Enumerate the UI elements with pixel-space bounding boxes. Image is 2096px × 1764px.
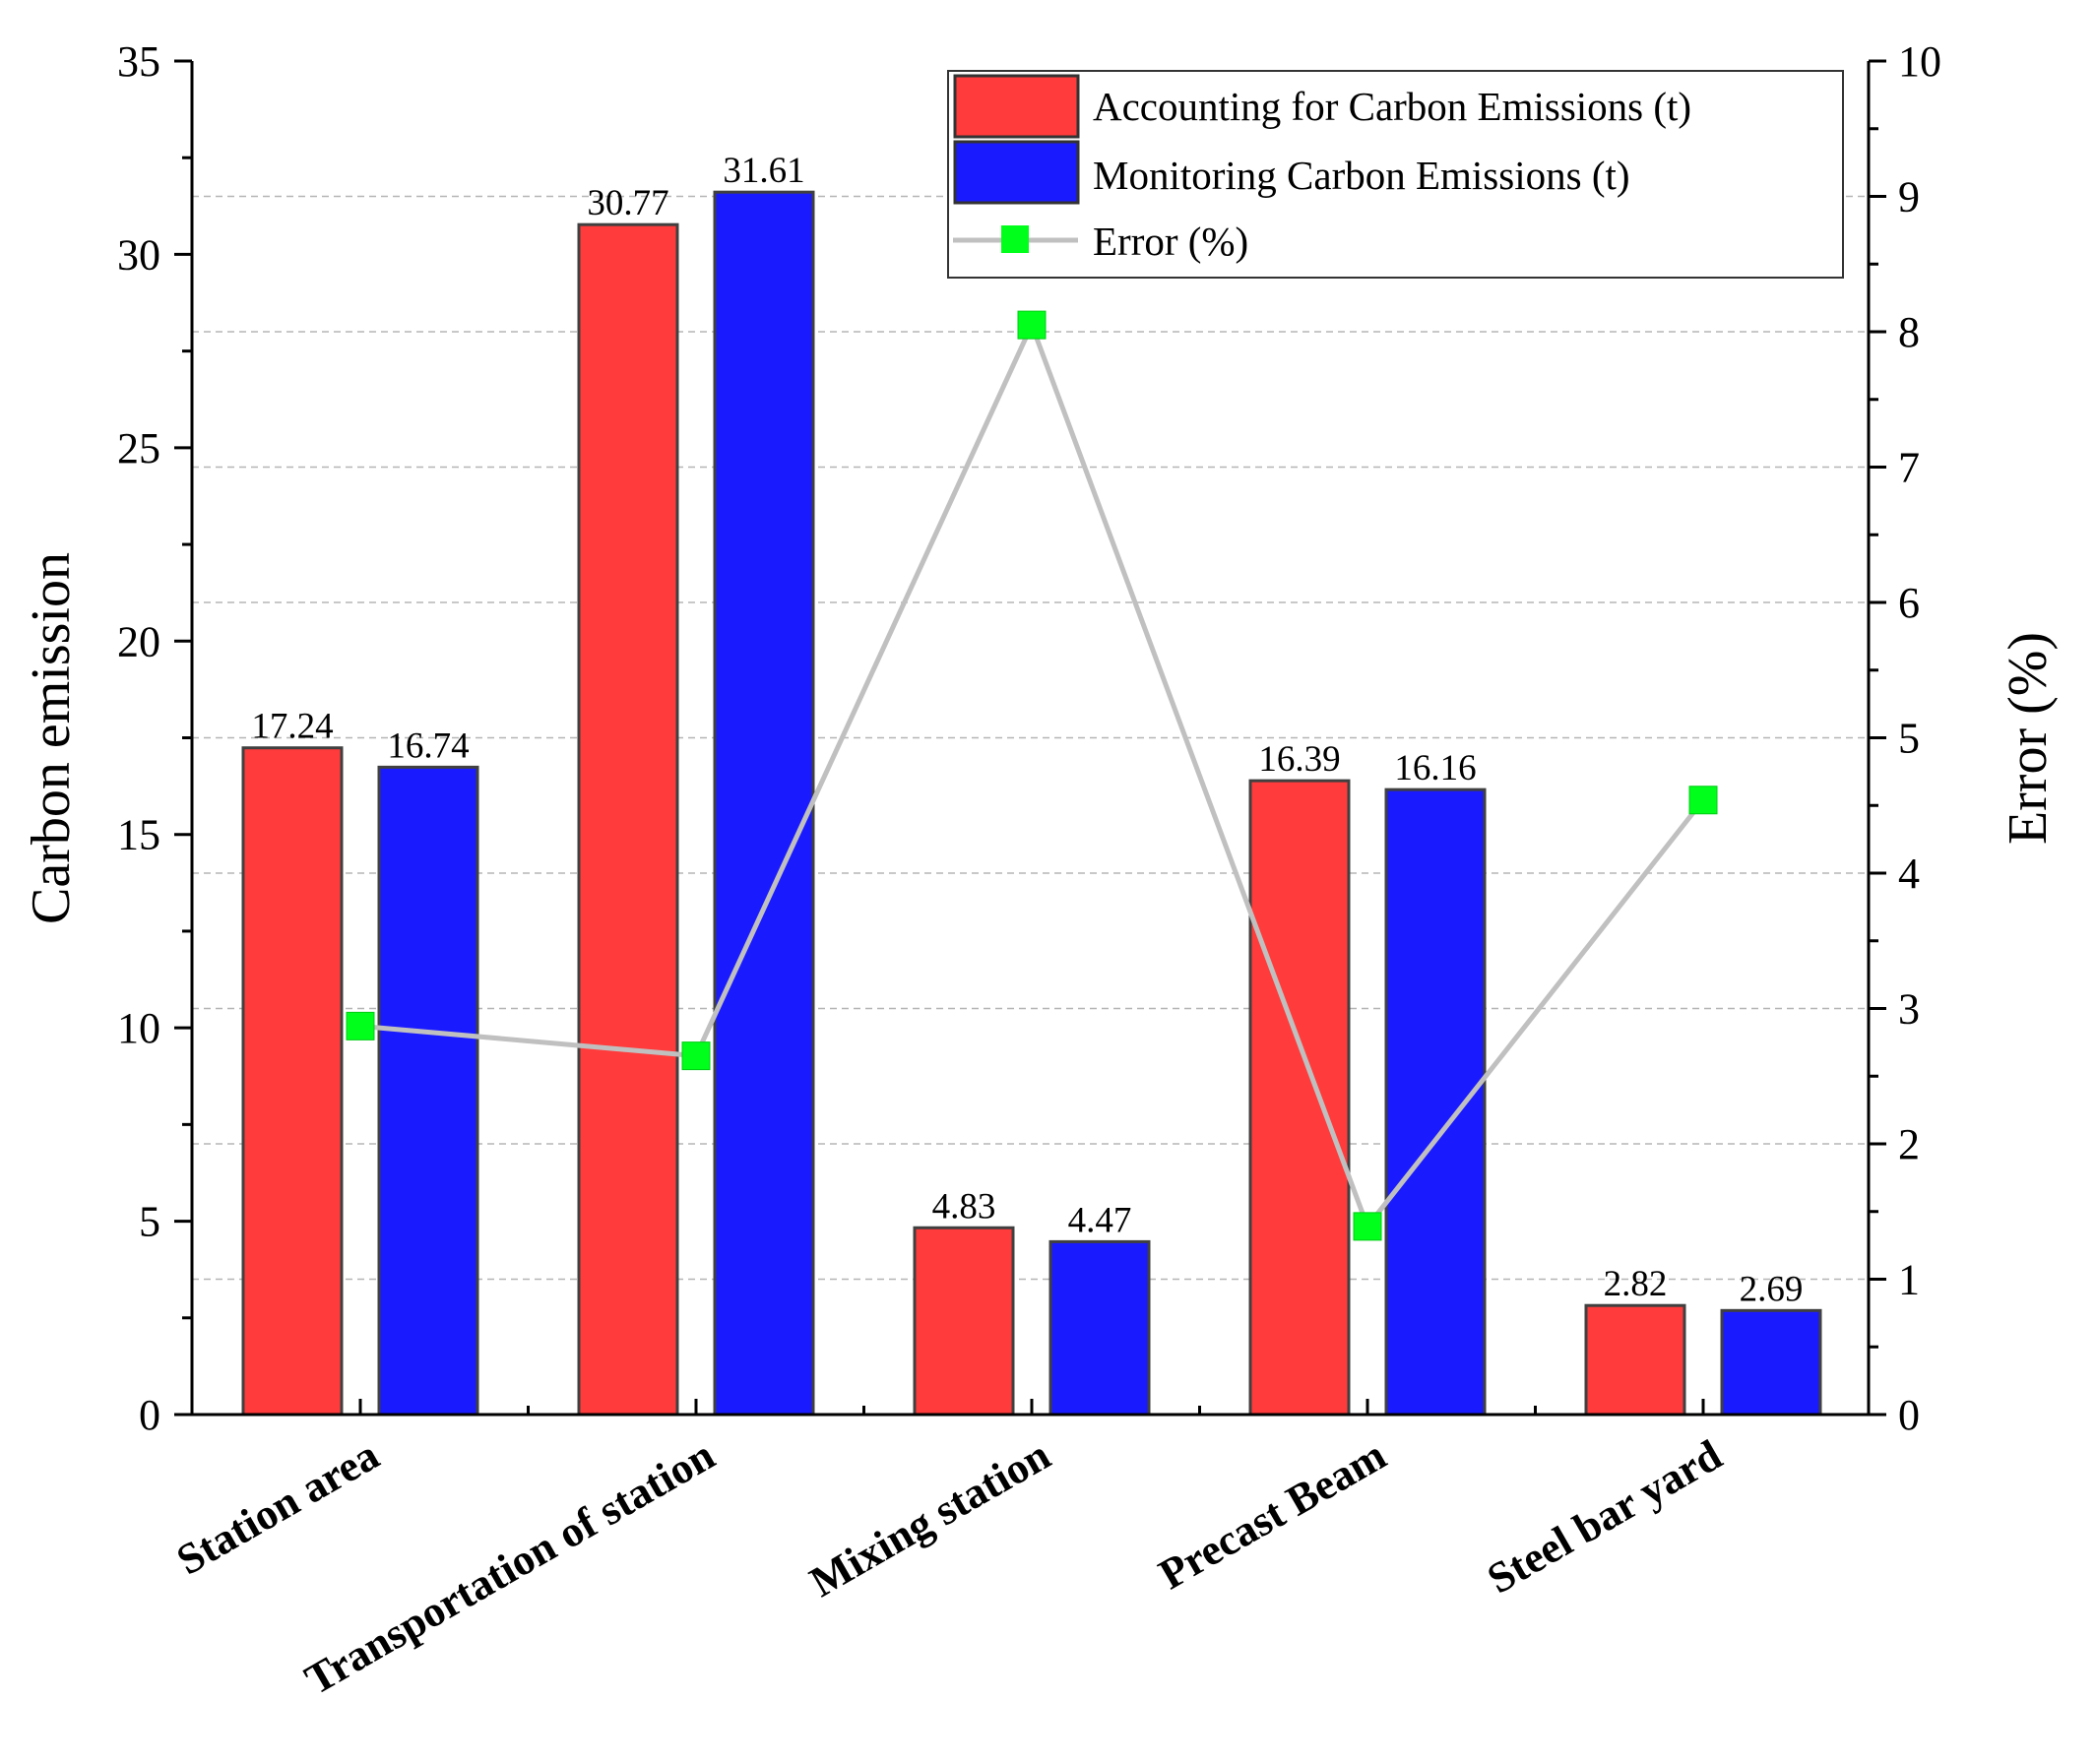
bar-value-label: 30.77 bbox=[587, 183, 668, 223]
y2-tick-label: 0 bbox=[1898, 1391, 1920, 1439]
y-tick-label: 30 bbox=[117, 230, 160, 279]
legend-box bbox=[947, 70, 1844, 279]
bar-accounting bbox=[241, 746, 344, 1417]
y-tick-label: 20 bbox=[117, 617, 160, 665]
legend: Accounting for Carbon Emissions (t) Moni… bbox=[947, 70, 1844, 279]
error-marker bbox=[1353, 1212, 1382, 1241]
y2-axis-title: Error (%) bbox=[1998, 632, 2059, 845]
bar-value-label: 31.61 bbox=[723, 151, 804, 191]
legend-swatch-monitoring bbox=[953, 140, 1080, 205]
ticks: 0 5 10 15 20 25 30 35 0 1 2 3 4 5 6 7 8 9 10 bbox=[117, 37, 1941, 1439]
y2-tick-label: 8 bbox=[1898, 308, 1920, 356]
y-tick-label: 0 bbox=[139, 1391, 160, 1439]
y-tick-label: 25 bbox=[117, 424, 160, 472]
legend-marker-error bbox=[1001, 225, 1029, 253]
bar-value-label: 2.82 bbox=[1604, 1264, 1668, 1304]
bar-labels: 17.24 30.77 4.83 16.39 2.82 16.74 31.61 4.47 16.… bbox=[251, 151, 1803, 1309]
error-marker bbox=[681, 1041, 711, 1071]
bar-monitoring bbox=[1384, 788, 1487, 1417]
y2-tick-label: 10 bbox=[1898, 37, 1941, 86]
bar-value-label: 4.47 bbox=[1068, 1200, 1132, 1240]
y-tick-label: 10 bbox=[117, 1004, 160, 1052]
bar-monitoring bbox=[713, 190, 815, 1417]
bar-monitoring bbox=[377, 765, 479, 1417]
error-marker bbox=[346, 1011, 375, 1040]
legend-label-accounting: Accounting for Carbon Emissions (t) bbox=[1093, 84, 1691, 129]
bar-monitoring bbox=[1048, 1239, 1151, 1417]
y-tick-label: 15 bbox=[117, 811, 160, 859]
y-axis-title: Carbon emission bbox=[21, 552, 82, 924]
legend-label-error: Error (%) bbox=[1093, 219, 1248, 264]
y2-tick-label: 9 bbox=[1898, 173, 1920, 221]
y2-tick-label: 7 bbox=[1898, 444, 1920, 492]
bar-value-label: 16.16 bbox=[1394, 748, 1476, 788]
category-label: Steel bar yard bbox=[1479, 1430, 1730, 1603]
category-label: Mixing station bbox=[801, 1430, 1058, 1606]
y2-tick-label: 6 bbox=[1898, 579, 1920, 627]
legend-label-monitoring: Monitoring Carbon Emissions (t) bbox=[1093, 153, 1630, 198]
bar-value-label: 2.69 bbox=[1740, 1269, 1804, 1309]
bar-value-label: 16.74 bbox=[387, 725, 469, 766]
bar-accounting bbox=[913, 1226, 1015, 1417]
bar-accounting bbox=[1584, 1303, 1686, 1417]
error-marker bbox=[1688, 786, 1718, 815]
legend-swatch-accounting bbox=[953, 74, 1080, 139]
y2-tick-label: 5 bbox=[1898, 715, 1920, 763]
error-series bbox=[346, 310, 1718, 1241]
category-label: Station area bbox=[168, 1430, 387, 1584]
category-label: Precast Beam bbox=[1151, 1430, 1394, 1599]
bars bbox=[241, 190, 1822, 1417]
error-line bbox=[359, 322, 1705, 1229]
y2-tick-label: 3 bbox=[1898, 985, 1920, 1034]
y2-tick-label: 4 bbox=[1898, 850, 1920, 898]
bar-monitoring bbox=[1720, 1308, 1822, 1417]
y-tick-label: 35 bbox=[117, 37, 160, 86]
y-tick-label: 5 bbox=[139, 1198, 160, 1246]
y2-tick-label: 2 bbox=[1898, 1120, 1920, 1168]
error-marker bbox=[1017, 310, 1047, 340]
bar-value-label: 4.83 bbox=[932, 1186, 996, 1227]
bar-value-label: 17.24 bbox=[251, 707, 333, 747]
bar-accounting bbox=[1248, 779, 1351, 1417]
bar-accounting bbox=[577, 222, 679, 1417]
bar-value-label: 16.39 bbox=[1258, 739, 1340, 780]
y2-tick-label: 1 bbox=[1898, 1256, 1920, 1304]
